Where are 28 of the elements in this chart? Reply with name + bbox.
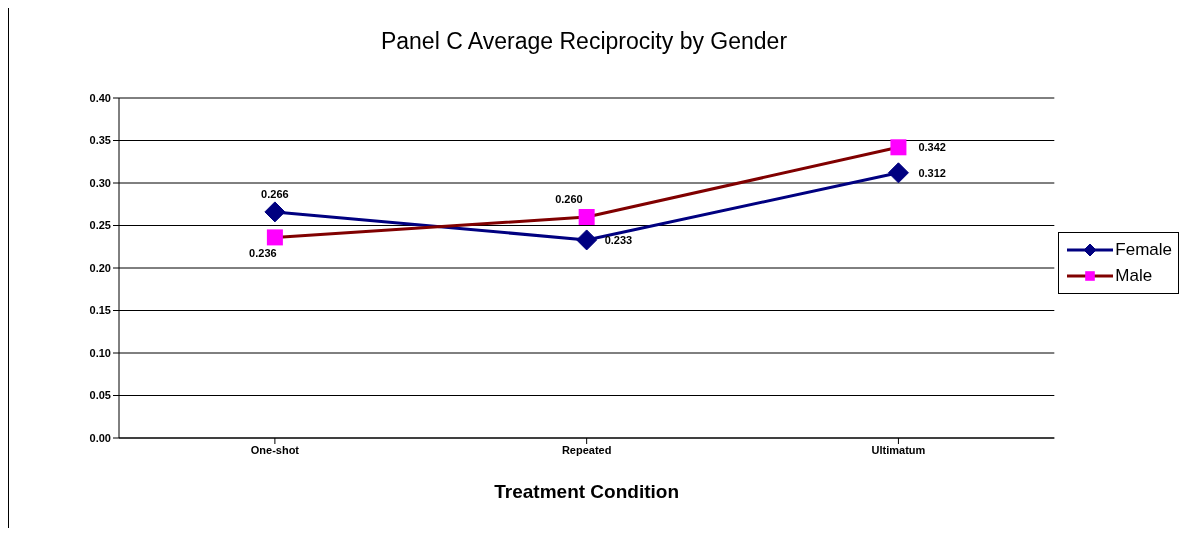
x-tick-label: One-shot — [250, 443, 300, 456]
point — [266, 229, 283, 246]
data-label: 0.312 — [918, 166, 946, 179]
point — [264, 201, 286, 223]
data-label: 0.342 — [918, 141, 946, 154]
y-tick-label: 0.05 — [89, 389, 111, 402]
y-tick-label: 0.20 — [89, 261, 111, 274]
data-label: 0.266 — [261, 187, 289, 200]
point — [890, 139, 907, 156]
y-tick-label: 0.15 — [89, 304, 111, 317]
legend-label: Female — [1115, 240, 1172, 260]
x-axis-title: Treatment Condition — [494, 481, 680, 502]
data-label: 0.233 — [604, 233, 633, 246]
y-tick-label: 0.35 — [89, 134, 111, 147]
y-tick-label: 0.00 — [89, 431, 111, 444]
y-tick-label: 0.30 — [89, 176, 111, 189]
chart-title: Panel C Average Reciprocity by Gender — [379, 28, 789, 55]
data-label: 0.260 — [555, 193, 583, 205]
x-tick-label: Repeated — [561, 443, 612, 456]
legend-label: Male — [1115, 266, 1153, 286]
point — [578, 209, 595, 225]
y-tick-label: 0.25 — [89, 219, 111, 232]
point — [576, 229, 598, 251]
y-tick-label: 0.40 — [89, 91, 111, 104]
data-label: 0.236 — [249, 247, 277, 260]
point — [887, 162, 909, 184]
y-tick-label: 0.10 — [89, 346, 111, 359]
x-tick-label: Ultimatum — [871, 443, 926, 456]
